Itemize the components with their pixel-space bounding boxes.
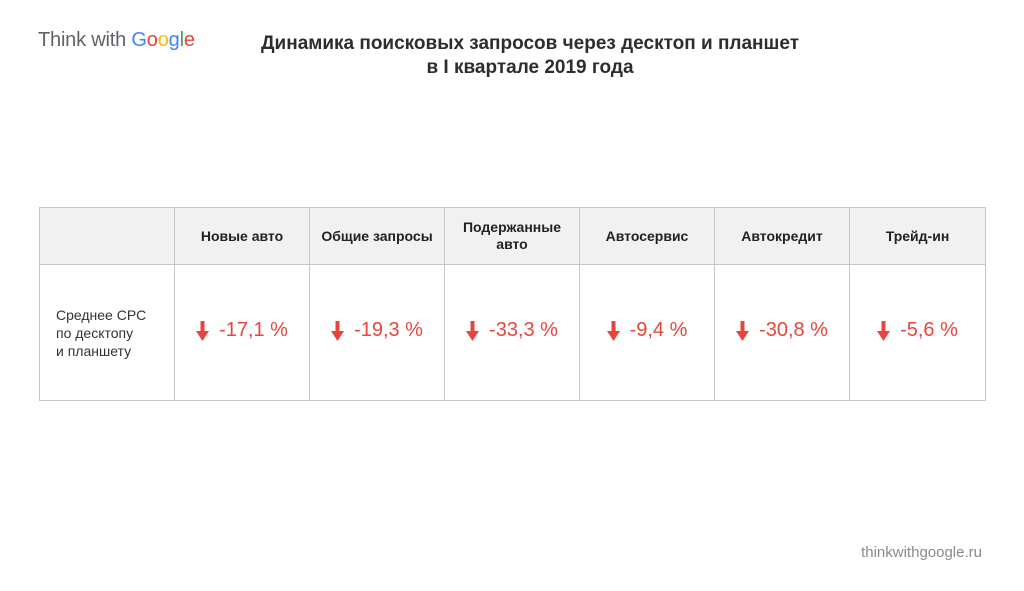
footer-url: thinkwithgoogle.ru <box>861 544 982 561</box>
value-label: -33,3 % <box>489 319 558 342</box>
column-header: Автокредит <box>714 207 850 265</box>
arrow-down-icon <box>736 320 750 341</box>
arrow-down-icon <box>877 320 891 341</box>
value-cell: -33,3 % <box>444 264 580 401</box>
column-header-line: Автосервис <box>605 227 689 244</box>
google-letter: o <box>146 29 158 51</box>
value-cell: -9,4 % <box>579 264 715 401</box>
arrow-down-shape <box>736 320 750 341</box>
value-label: -5,6 % <box>900 319 958 342</box>
column-header-line: авто <box>496 236 528 252</box>
column-header-line: Автокредит <box>741 227 823 244</box>
column-header: Трейд-ин <box>849 207 986 265</box>
value-cell: -17,1 % <box>174 264 310 401</box>
value-mark: -5,6 % <box>877 319 958 342</box>
google-letter: G <box>131 29 147 51</box>
column-header: Автосервис <box>579 207 715 265</box>
value-label: -19,3 % <box>354 319 423 342</box>
arrow-down-icon <box>466 320 480 341</box>
value-mark: -30,8 % <box>736 319 828 342</box>
column-header-line: Подержанные <box>462 219 561 235</box>
value-label: -30,8 % <box>759 319 828 342</box>
row-label-line: и планшету <box>56 342 132 359</box>
page-title: Динамика поисковых запросов через дескто… <box>220 32 840 80</box>
logo-prefix: Think with <box>38 29 132 51</box>
row-label-line: Среднее CPC <box>56 306 147 323</box>
column-header-line: Общие запросы <box>321 227 433 244</box>
arrow-down-shape <box>606 320 620 341</box>
cpc-table: Новые авто Общие запросы Подержанные авто Ав… <box>39 207 986 401</box>
table-header-row: Новые авто Общие запросы Подержанные авто Ав… <box>39 207 986 265</box>
value-mark: -17,1 % <box>196 319 288 342</box>
arrow-down-shape <box>466 320 480 341</box>
arrow-down-icon <box>606 320 620 341</box>
google-letter: e <box>183 29 195 51</box>
column-header: Общие запросы <box>309 207 445 265</box>
value-label: -9,4 % <box>629 319 688 342</box>
column-header: Подержанные авто <box>444 207 580 265</box>
arrow-down-shape <box>196 320 210 341</box>
row-label-line: по десктопу <box>56 324 134 341</box>
title-line-1: Динамика поисковых запросов через дескто… <box>261 33 799 54</box>
column-header-line: Трейд-ин <box>885 227 950 244</box>
value-mark: -33,3 % <box>466 319 558 342</box>
column-header: Новые авто <box>174 207 310 265</box>
row-label-cell: Среднее CPC по десктопу и планшету <box>39 264 175 401</box>
google-letter: l <box>179 29 184 51</box>
arrow-down-shape <box>331 320 345 341</box>
table-row: Среднее CPC по десктопу и планшету -17,1 %… <box>39 264 986 401</box>
google-letter: o <box>157 29 169 51</box>
value-cell: -19,3 % <box>309 264 445 401</box>
arrow-down-icon <box>331 320 345 341</box>
think-with-google-logo: Think with Google <box>38 26 195 54</box>
value-mark: -9,4 % <box>606 319 688 342</box>
header-corner-cell <box>39 207 175 265</box>
value-cell: -30,8 % <box>714 264 850 401</box>
value-cell: -5,6 % <box>849 264 986 401</box>
google-wordmark: Google <box>131 29 195 51</box>
google-letter: g <box>168 29 180 51</box>
column-header-line: Новые авто <box>200 227 284 244</box>
value-mark: -19,3 % <box>331 319 423 342</box>
arrow-down-shape <box>877 320 891 341</box>
value-label: -17,1 % <box>219 319 288 342</box>
title-line-2: в I квартале 2019 года <box>426 57 634 78</box>
arrow-down-icon <box>196 320 210 341</box>
